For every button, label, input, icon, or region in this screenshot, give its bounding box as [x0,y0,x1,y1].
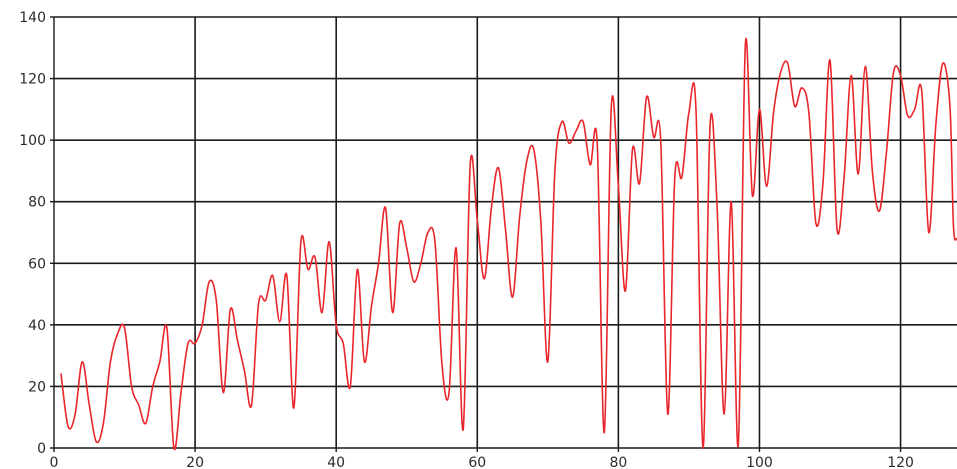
y-tick-label-100: 100 [19,133,46,149]
y-tick-label-40: 40 [28,318,46,334]
x-tick-label-60: 60 [468,455,486,469]
series-line-0 [60,38,957,451]
x-tick-label-0: 0 [50,455,59,469]
x-tick-label-120: 120 [887,455,914,469]
y-tick-label-120: 120 [19,72,46,88]
x-tick-label-80: 80 [609,455,627,469]
y-tick-label-20: 20 [28,379,46,395]
grid-layer [54,16,957,448]
y-tick-label-60: 60 [28,256,46,272]
axes-layer [50,16,957,452]
x-tick-label-100: 100 [746,455,773,469]
y-tick-label-140: 140 [19,10,46,26]
x-tick-label-40: 40 [327,455,345,469]
tick-labels-layer: 0 20 40 60 80 100 120 140 0 20 40 60 80 100 120 [19,10,914,469]
x-tick-label-20: 20 [186,455,204,469]
y-tick-label-80: 80 [28,195,46,211]
series-layer [60,38,957,451]
y-tick-label-0: 0 [37,441,46,457]
